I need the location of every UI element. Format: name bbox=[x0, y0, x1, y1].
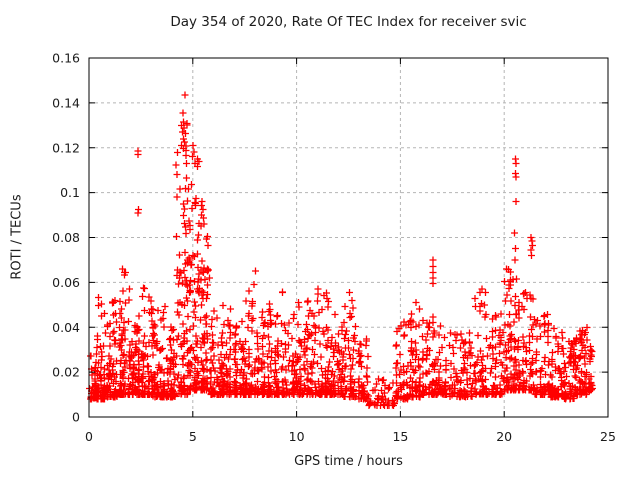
chart-title: Day 354 of 2020, Rate Of TEC Index for r… bbox=[170, 14, 527, 30]
y-tick-label: 0 bbox=[72, 410, 80, 425]
x-tick-label: 10 bbox=[289, 429, 305, 444]
x-tick-label: 15 bbox=[392, 429, 408, 444]
scatter-points bbox=[86, 91, 596, 409]
x-tick-label: 20 bbox=[496, 429, 512, 444]
grid-lines bbox=[89, 58, 608, 417]
x-tick-label: 25 bbox=[600, 429, 616, 444]
axis-ticks bbox=[88, 57, 609, 418]
y-tick-label: 0.14 bbox=[52, 95, 80, 110]
y-tick-label: 0.08 bbox=[52, 230, 80, 245]
x-axis-label: GPS time / hours bbox=[294, 454, 403, 469]
y-axis-label: ROTI / TECUs bbox=[9, 194, 25, 280]
y-tick-label: 0.1 bbox=[60, 185, 80, 200]
y-tick-label: 0.12 bbox=[52, 140, 80, 155]
x-tick-label: 0 bbox=[85, 429, 93, 444]
y-tick-label: 0.06 bbox=[52, 275, 80, 290]
x-tick-label: 5 bbox=[189, 429, 197, 444]
y-tick-label: 0.16 bbox=[52, 51, 80, 66]
y-tick-label: 0.04 bbox=[52, 320, 80, 335]
y-tick-label: 0.02 bbox=[52, 365, 80, 380]
